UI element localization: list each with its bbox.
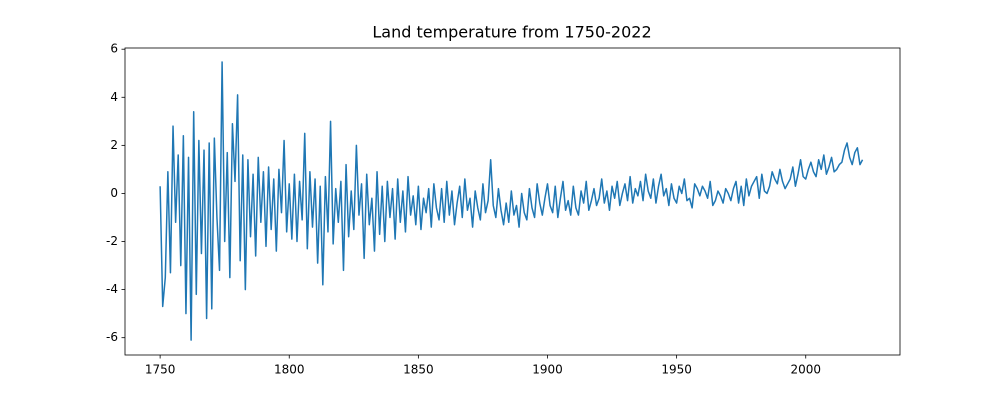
x-tick-label: 1950 [661, 363, 692, 377]
x-tick-label: 1800 [274, 363, 305, 377]
axes-frame [124, 47, 901, 356]
plot-area [159, 61, 864, 341]
y-tick-label: 2 [110, 138, 118, 152]
x-tick-label: 1750 [145, 363, 176, 377]
chart-title: Land temperature from 1750-2022 [372, 23, 651, 42]
y-tick-label: -6 [106, 330, 118, 344]
y-tick-label: -2 [106, 234, 118, 248]
y-tick-label: 4 [110, 90, 118, 104]
x-tick-label: 1850 [403, 363, 434, 377]
data-line [159, 61, 864, 341]
x-tick-label: 2000 [790, 363, 821, 377]
x-tick-label: 1900 [532, 363, 563, 377]
y-tick-label: 6 [110, 42, 118, 56]
y-tick-label: 0 [110, 186, 118, 200]
y-tick-label: -4 [106, 282, 118, 296]
